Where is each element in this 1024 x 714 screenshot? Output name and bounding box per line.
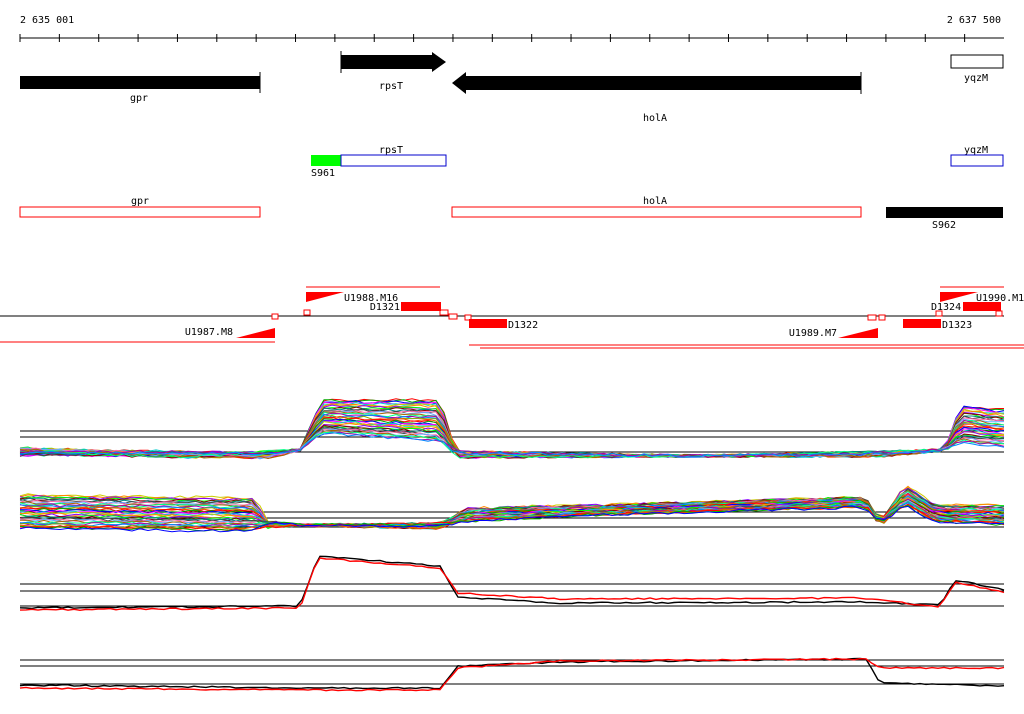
segment-track: U1987.M8 U1988.M16 D1321 D1322 U1989.M7 … <box>0 286 1024 349</box>
segment-D1324-bar[interactable] <box>963 302 1001 311</box>
expression-panel-1 <box>19 398 1005 460</box>
coord-start-label: 2 635 001 <box>20 15 74 26</box>
expression-line <box>19 398 1004 458</box>
coord-end-label: 2 637 500 <box>947 15 1001 26</box>
segment-U1990-wedge[interactable] <box>940 292 978 302</box>
expression-line-black <box>19 555 1005 610</box>
gene-gpr-label: gpr <box>130 93 148 104</box>
transcript-track: rpsT S961 yqzM gpr holA S962 <box>19 145 1004 231</box>
expression-line <box>19 406 1005 458</box>
transcript-gpr-box[interactable] <box>19 206 261 218</box>
gene-track: gpr rpsT holA yqzM <box>20 51 1004 124</box>
segment-U1987-wedge[interactable] <box>236 328 275 338</box>
transcript-yqzM-label: yqzM <box>964 145 988 156</box>
expression-line <box>19 406 1005 458</box>
coordinate-ruler: 2 635 001 2 637 500 <box>19 15 1004 42</box>
expression-line <box>19 401 1005 458</box>
expression-line <box>19 399 1005 458</box>
segment-D1321-bar[interactable] <box>401 302 441 311</box>
transcript-holA-label: holA <box>643 196 667 207</box>
gene-yqzM[interactable] <box>950 54 1004 69</box>
segment-D1324-label: D1324 <box>931 302 961 313</box>
transcript-S962-label: S962 <box>932 220 956 231</box>
segment-D1322-bar[interactable] <box>469 319 507 328</box>
segment-D1323-label: D1323 <box>942 320 972 331</box>
segment-U1989-label: U1989.M7 <box>789 328 837 339</box>
expression-line <box>19 407 1005 459</box>
segment-U1990-label: U1990.M1 <box>976 293 1024 304</box>
segment-U1989-wedge[interactable] <box>838 328 878 338</box>
transcript-rpsT-label: rpsT <box>379 145 403 156</box>
transcript-holA-box[interactable] <box>451 206 862 218</box>
expression-panel-4 <box>19 657 1005 692</box>
transcript-S961-label: S961 <box>311 168 335 179</box>
transcript-S962-box[interactable] <box>886 207 1003 218</box>
segment-U1988-wedge[interactable] <box>306 292 344 302</box>
transcript-rpsT-box[interactable] <box>340 154 447 167</box>
gene-rpsT-arrow[interactable] <box>341 52 446 72</box>
transcript-gpr-label: gpr <box>131 196 149 207</box>
gene-gpr[interactable] <box>20 76 260 89</box>
expression-line-red <box>19 657 1005 692</box>
segment-U1988-label: U1988.M16 <box>344 293 398 304</box>
segment-U1987-label: U1987.M8 <box>185 327 233 338</box>
transcript-yqzM-box[interactable] <box>950 154 1004 167</box>
expression-line-red <box>19 557 1005 612</box>
expression-line <box>19 504 1005 532</box>
gene-holA-label: holA <box>643 113 667 124</box>
segment-D1321-label: D1321 <box>370 302 400 313</box>
segment-D1322-label: D1322 <box>508 320 538 331</box>
expression-line <box>19 431 1005 459</box>
expression-line <box>19 411 1005 458</box>
gene-yqzM-label: yqzM <box>964 73 988 84</box>
expression-line <box>19 411 1005 458</box>
gene-rpsT-label: rpsT <box>379 81 403 92</box>
expression-panel-2 <box>19 485 1005 533</box>
ruler-ticks <box>19 34 966 42</box>
expression-panel-3 <box>19 555 1005 612</box>
segment-D1323-bar[interactable] <box>903 319 941 328</box>
expression-line <box>19 432 1005 458</box>
expression-line <box>19 488 1005 530</box>
expression-line <box>19 409 1005 458</box>
expression-line <box>19 505 1005 533</box>
expression-line <box>19 399 1005 458</box>
gene-holA-arrow[interactable] <box>452 72 861 94</box>
expression-line <box>19 402 1005 459</box>
transcript-S961-box[interactable] <box>311 155 341 166</box>
